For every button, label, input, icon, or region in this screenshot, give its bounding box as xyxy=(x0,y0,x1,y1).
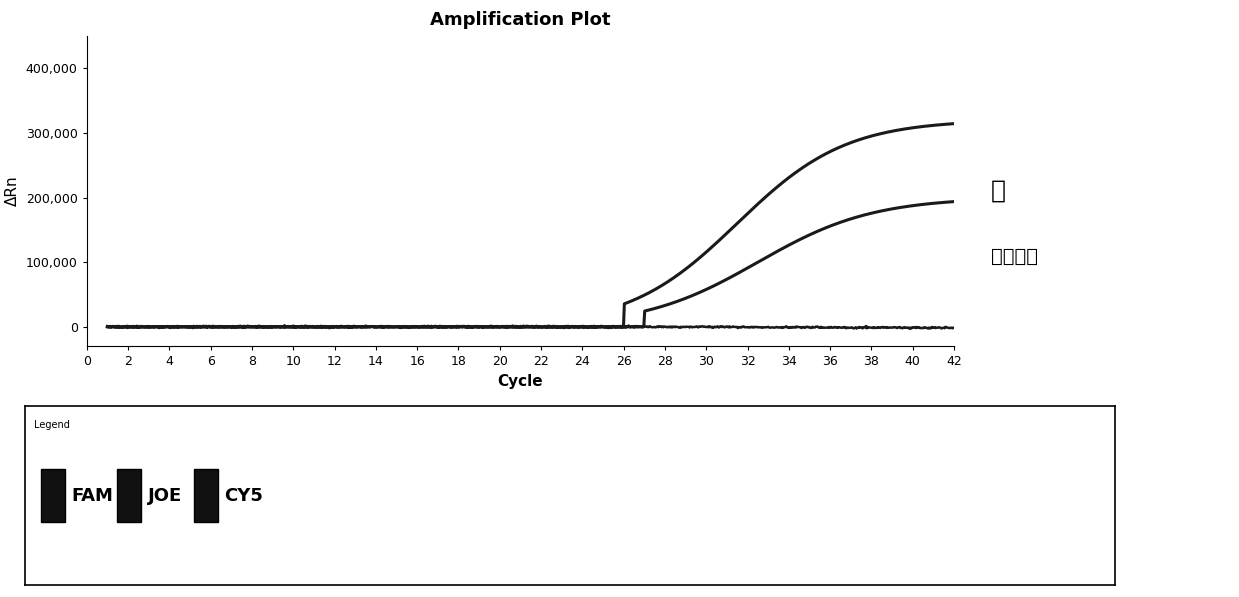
FancyBboxPatch shape xyxy=(41,469,66,522)
FancyBboxPatch shape xyxy=(193,469,218,522)
Y-axis label: ΔRn: ΔRn xyxy=(5,176,20,207)
Text: JOE: JOE xyxy=(147,487,182,504)
Text: 内标质控: 内标质控 xyxy=(991,247,1038,266)
Text: Legend: Legend xyxy=(33,420,69,430)
Title: Amplification Plot: Amplification Plot xyxy=(430,11,611,29)
Text: 鹿: 鹿 xyxy=(991,179,1006,203)
Text: CY5: CY5 xyxy=(224,487,263,504)
X-axis label: Cycle: Cycle xyxy=(498,374,543,389)
Text: FAM: FAM xyxy=(72,487,114,504)
FancyBboxPatch shape xyxy=(118,469,141,522)
